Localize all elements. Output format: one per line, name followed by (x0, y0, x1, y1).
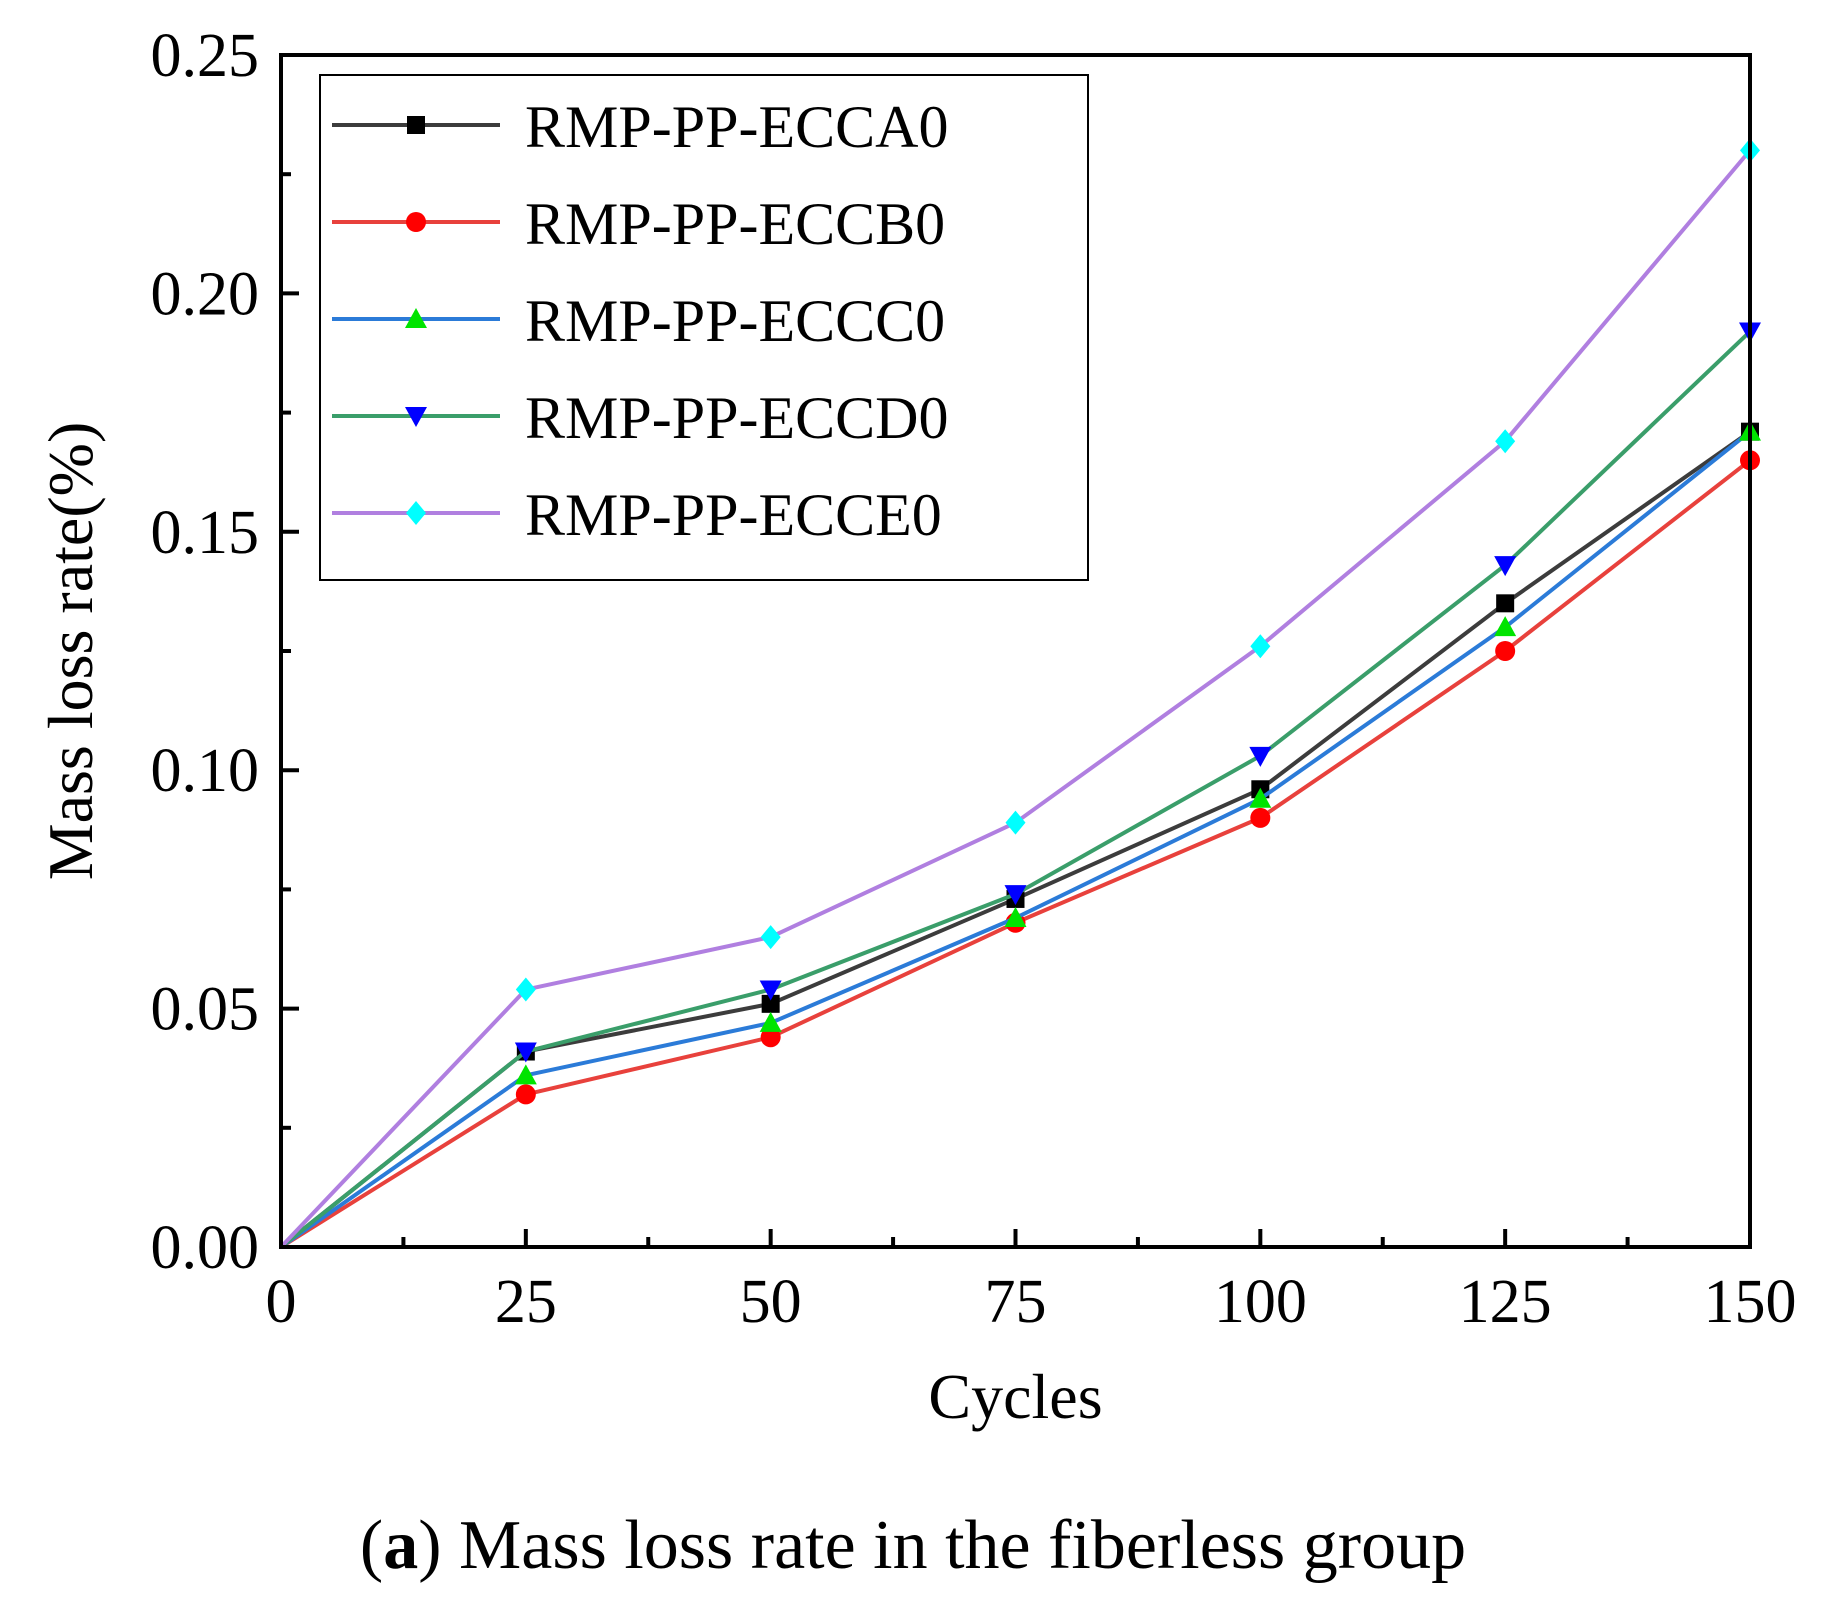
data-point (1005, 810, 1026, 835)
legend: RMP-PP-ECCA0 RMP-PP-ECCB0 RMP-PP-ECCC0 RMP-… (319, 74, 1089, 581)
legend-marker (405, 308, 427, 328)
axes: 0 25 50 75 100 125 150 0.00 0.05 0.10 0.15 0.20 0.25 (151, 22, 1797, 1336)
series-RMP-PP-ECCC0 (279, 420, 1761, 1249)
data-point (1249, 787, 1272, 808)
data-point (515, 977, 536, 1002)
data-point (1495, 641, 1516, 661)
data-point (1494, 616, 1517, 637)
caption-bold: a (383, 1507, 418, 1584)
data-point (759, 1011, 782, 1032)
legend-item: RMP-PP-ECCE0 (332, 482, 942, 548)
data-point (1494, 556, 1517, 577)
y-tick-label: 0.25 (151, 22, 260, 90)
legend-item: RMP-PP-ECCD0 (332, 385, 948, 451)
figure-caption: (a) Mass loss rate in the fiberless grou… (360, 1507, 1466, 1584)
legend-label: RMP-PP-ECCB0 (525, 191, 945, 257)
data-point (1250, 634, 1271, 659)
legend-item: RMP-PP-ECCA0 (332, 94, 948, 160)
legend-label: RMP-PP-ECCC0 (525, 288, 945, 354)
data-point (760, 1027, 781, 1048)
x-tick-label: 125 (1459, 1268, 1552, 1336)
y-tick-label: 0.00 (151, 1214, 260, 1282)
x-tick-label: 75 (985, 1268, 1047, 1336)
series-RMP-PP-ECCE0 (279, 138, 1760, 1249)
y-tick-label: 0.15 (151, 499, 260, 567)
data-point (759, 980, 782, 1001)
y-tick-label: 0.20 (151, 260, 260, 328)
legend-label: RMP-PP-ECCA0 (525, 94, 948, 160)
x-axis-title: Cycles (928, 1361, 1102, 1432)
legend-box (319, 74, 1089, 581)
y-tick-label: 0.05 (151, 976, 260, 1044)
data-point (1250, 807, 1271, 828)
y-tick-label: 0.10 (151, 737, 260, 805)
x-tick-label: 50 (740, 1268, 802, 1336)
data-point (1249, 746, 1272, 767)
legend-marker (405, 407, 427, 427)
x-tick-label: 150 (1704, 1268, 1797, 1336)
data-point (1004, 907, 1027, 928)
data-point (1496, 594, 1515, 613)
data-point (514, 1064, 537, 1085)
legend-item: RMP-PP-ECCB0 (332, 191, 945, 257)
series-RMP-PP-ECCD0 (279, 322, 1761, 1249)
legend-marker (406, 212, 426, 232)
x-tick-label: 0 (266, 1268, 297, 1336)
legend-item: RMP-PP-ECCC0 (332, 288, 945, 354)
legend-label: RMP-PP-ECCE0 (525, 482, 942, 548)
x-tick-label: 25 (495, 1268, 557, 1336)
data-point (514, 1042, 537, 1063)
caption-open: ( (360, 1507, 383, 1584)
x-tick-label: 100 (1214, 1268, 1307, 1336)
data-point (1495, 429, 1516, 454)
caption-rest: ) Mass loss rate in the fiberless group (418, 1507, 1466, 1584)
legend-marker (407, 116, 425, 134)
data-point (760, 925, 781, 950)
legend-label: RMP-PP-ECCD0 (525, 385, 948, 451)
data-point (1004, 885, 1027, 906)
y-axis-title: Mass loss rate(%) (35, 422, 106, 881)
data-point (515, 1084, 536, 1105)
legend-marker (406, 501, 426, 525)
data-point (761, 994, 780, 1013)
